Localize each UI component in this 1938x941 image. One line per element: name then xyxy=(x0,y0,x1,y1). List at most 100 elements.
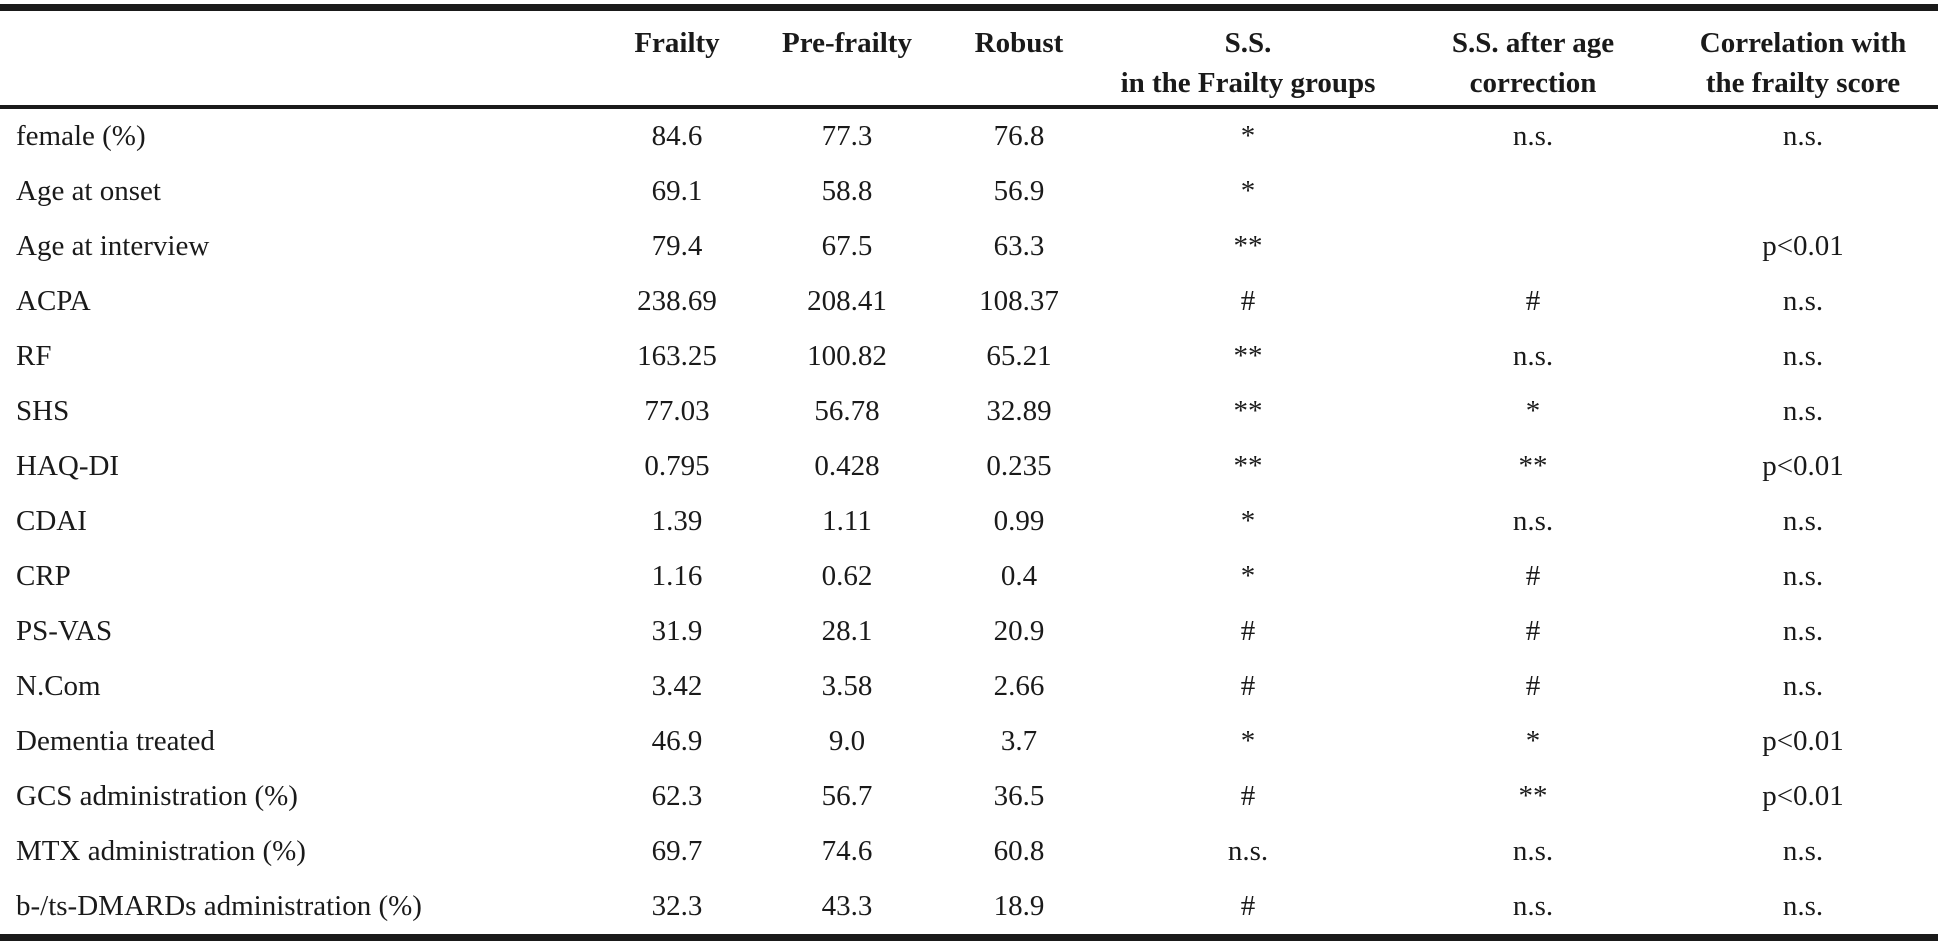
table-row: MTX administration (%) 69.7 74.6 60.8 n.s. n.… xyxy=(0,824,1938,879)
table-row: RF 163.25 100.82 65.21 ** n.s. n.s. xyxy=(0,329,1938,384)
cell-pre-frailty: 28.1 xyxy=(821,615,873,647)
table-header: Frailty Pre-frailty Robust S.S. in the F… xyxy=(0,7,1938,108)
cell-frailty: 238.69 xyxy=(637,285,717,317)
header-pre-frailty: Pre-frailty xyxy=(782,27,912,59)
cell-correlation: p<0.01 xyxy=(1762,450,1844,482)
cell-ss-age-correction: ** xyxy=(1518,450,1548,482)
cell-ss-age-correction: # xyxy=(1525,285,1541,317)
cell-robust: 32.89 xyxy=(986,395,1052,427)
header-corr-line2: the frailty score xyxy=(1705,67,1901,99)
header-correlation: Correlation with the frailty score xyxy=(1668,8,1938,108)
row-label: N.Com xyxy=(16,670,101,702)
row-label: MTX administration (%) xyxy=(16,835,306,867)
cell-pre-frailty: 58.8 xyxy=(821,175,873,207)
cell-ss-frailty-groups: # xyxy=(1240,890,1256,922)
table-row: Age at interview 79.4 67.5 63.3 ** p<0.01 xyxy=(0,219,1938,274)
cell-pre-frailty: 67.5 xyxy=(821,230,873,262)
cell-ss-frailty-groups: ** xyxy=(1233,230,1263,262)
cell-pre-frailty: 56.7 xyxy=(821,780,873,812)
row-label: Age at onset xyxy=(16,175,161,207)
cell-pre-frailty: 1.11 xyxy=(822,505,872,537)
row-label: CRP xyxy=(16,560,71,592)
cell-frailty: 32.3 xyxy=(651,890,703,922)
table-row: Age at onset 69.1 58.8 56.9 * xyxy=(0,164,1938,219)
header-ss-age-line2: correction xyxy=(1469,67,1597,99)
cell-frailty: 0.795 xyxy=(644,450,710,482)
cell-ss-age-correction: * xyxy=(1525,395,1541,427)
cell-pre-frailty: 77.3 xyxy=(821,120,873,152)
cell-robust: 20.9 xyxy=(993,615,1045,647)
cell-robust: 60.8 xyxy=(993,835,1045,867)
cell-robust: 63.3 xyxy=(993,230,1045,262)
cell-pre-frailty: 208.41 xyxy=(807,285,887,317)
cell-ss-age-correction: n.s. xyxy=(1512,340,1554,372)
cell-frailty: 77.03 xyxy=(644,395,710,427)
cell-ss-frailty-groups: * xyxy=(1240,505,1256,537)
cell-correlation: n.s. xyxy=(1782,890,1824,922)
cell-ss-frailty-groups: n.s. xyxy=(1227,835,1269,867)
table-row: GCS administration (%) 62.3 56.7 36.5 # ** p<0… xyxy=(0,769,1938,824)
row-label: RF xyxy=(16,340,52,372)
cell-robust: 2.66 xyxy=(993,670,1045,702)
cell-ss-frailty-groups: # xyxy=(1240,780,1256,812)
cell-frailty: 84.6 xyxy=(651,120,703,152)
row-label: HAQ-DI xyxy=(16,450,120,482)
cell-correlation: n.s. xyxy=(1782,285,1824,317)
cell-pre-frailty: 3.58 xyxy=(821,670,873,702)
table-row: b-/ts-DMARDs administration (%) 32.3 43.3 1… xyxy=(0,879,1938,938)
cell-frailty: 79.4 xyxy=(651,230,703,262)
cell-robust: 65.21 xyxy=(986,340,1052,372)
cell-robust: 18.9 xyxy=(993,890,1045,922)
header-robust: Robust xyxy=(974,27,1064,59)
cell-correlation: n.s. xyxy=(1782,120,1824,152)
table-row: SHS 77.03 56.78 32.89 ** * n.s. xyxy=(0,384,1938,439)
cell-frailty: 1.39 xyxy=(651,505,703,537)
cell-ss-age-correction: # xyxy=(1525,615,1541,647)
cell-ss-frailty-groups: * xyxy=(1240,560,1256,592)
cell-pre-frailty: 0.428 xyxy=(814,450,880,482)
cell-frailty: 1.16 xyxy=(651,560,703,592)
table-row: CDAI 1.39 1.11 0.99 * n.s. n.s. xyxy=(0,494,1938,549)
cell-robust: 0.4 xyxy=(1000,560,1038,592)
table-row: PS-VAS 31.9 28.1 20.9 # # n.s. xyxy=(0,604,1938,659)
header-ss-line2: in the Frailty groups xyxy=(1120,67,1376,99)
cell-correlation: n.s. xyxy=(1782,395,1824,427)
row-label: Age at interview xyxy=(16,230,210,262)
cell-pre-frailty: 0.62 xyxy=(821,560,873,592)
cell-correlation: n.s. xyxy=(1782,670,1824,702)
cell-pre-frailty: 100.82 xyxy=(807,340,887,372)
cell-frailty: 46.9 xyxy=(651,725,703,757)
cell-ss-frailty-groups: # xyxy=(1240,285,1256,317)
row-label: female (%) xyxy=(16,120,146,152)
cell-correlation: n.s. xyxy=(1782,340,1824,372)
table-body: female (%) 84.6 77.3 76.8 * n.s. n.s. Age at on… xyxy=(0,107,1938,938)
cell-ss-age-correction: n.s. xyxy=(1512,835,1554,867)
cell-ss-age-correction: # xyxy=(1525,560,1541,592)
row-label: CDAI xyxy=(16,505,87,537)
cell-ss-frailty-groups: * xyxy=(1240,725,1256,757)
cell-ss-age-correction: n.s. xyxy=(1512,505,1554,537)
cell-correlation: p<0.01 xyxy=(1762,230,1844,262)
header-ss-line1: S.S. xyxy=(1224,27,1272,59)
row-label: b-/ts-DMARDs administration (%) xyxy=(16,890,422,922)
cell-ss-frailty-groups: ** xyxy=(1233,340,1263,372)
cell-robust: 3.7 xyxy=(1000,725,1038,757)
cell-correlation xyxy=(1668,164,1938,219)
cell-robust: 108.37 xyxy=(979,285,1059,317)
header-row: Frailty Pre-frailty Robust S.S. in the F… xyxy=(0,7,1938,108)
cell-frailty: 69.1 xyxy=(651,175,703,207)
row-label: Dementia treated xyxy=(16,725,215,757)
cell-robust: 56.9 xyxy=(993,175,1045,207)
table-row: N.Com 3.42 3.58 2.66 # # n.s. xyxy=(0,659,1938,714)
cell-frailty: 163.25 xyxy=(637,340,717,372)
cell-pre-frailty: 56.78 xyxy=(814,395,880,427)
header-ss-frailty-groups: S.S. in the Frailty groups xyxy=(1098,8,1398,108)
cell-ss-age-correction: # xyxy=(1525,670,1541,702)
frailty-comparison-table-container: Frailty Pre-frailty Robust S.S. in the F… xyxy=(0,4,1938,941)
cell-ss-age-correction: * xyxy=(1525,725,1541,757)
table-row: ACPA 238.69 208.41 108.37 # # n.s. xyxy=(0,274,1938,329)
cell-ss-frailty-groups: * xyxy=(1240,175,1256,207)
cell-ss-age-correction: n.s. xyxy=(1512,890,1554,922)
cell-ss-age-correction: n.s. xyxy=(1512,120,1554,152)
cell-robust: 76.8 xyxy=(993,120,1045,152)
